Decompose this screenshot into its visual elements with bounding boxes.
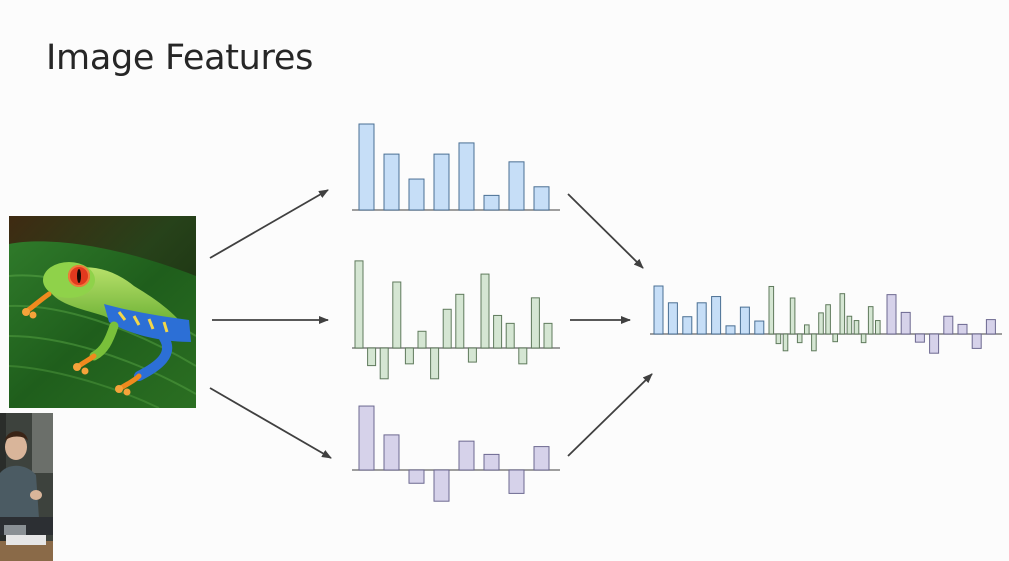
concat-part-2-bar-5 [796, 333, 803, 344]
feature-2-bar-3 [379, 347, 389, 380]
feature-2-bars [354, 260, 553, 380]
feature-3-bar-3 [408, 469, 425, 484]
feature-2-bar-8 [442, 308, 452, 349]
concat-part-3-bar-7 [971, 333, 982, 349]
feature-1-bar-2 [383, 153, 400, 211]
concat-part-3-bar-5 [943, 315, 954, 335]
concat-part-2-bar-2 [775, 333, 782, 345]
feature-1-bars [358, 123, 550, 211]
concat-part-2-bar-6 [804, 324, 810, 335]
feature-2-bar-9 [455, 293, 465, 349]
arrow-image-to-feature-3 [209, 387, 332, 459]
presenter-video [0, 413, 53, 561]
feature-2-bar-16 [543, 322, 553, 349]
feature-2-bar-11 [480, 273, 490, 349]
feature-3-bar-5 [458, 440, 475, 471]
concatenated-feature-bars [653, 285, 996, 354]
feature-1-bar-8 [533, 186, 550, 211]
concat-part-2-bar-3 [782, 333, 789, 352]
concat-part-3-bar-2 [900, 311, 911, 335]
feature-2-bar-6 [417, 330, 427, 349]
arrow-feature-3-to-concat [567, 373, 653, 457]
feature-2-bar-5 [404, 347, 414, 365]
feature-3-bar-6 [483, 453, 500, 471]
feature-3-bar-4 [433, 469, 450, 502]
concat-part-2-bar-14 [860, 333, 867, 344]
concat-part-1-bar-8 [754, 320, 765, 335]
feature-3-bar-2 [383, 434, 400, 471]
feature-1-bar-6 [483, 194, 500, 211]
feature-2-bar-14 [518, 347, 528, 365]
concat-part-1-bar-2 [667, 302, 678, 335]
concat-part-2-bar-12 [846, 315, 853, 335]
feature-1-bar-4 [433, 153, 450, 211]
feature-1-bar-1 [358, 123, 375, 211]
arrow-image-to-feature-1 [209, 189, 329, 259]
feature-3-bar-8 [533, 446, 550, 471]
feature-3-bar-1 [358, 405, 375, 471]
concat-part-1-bar-4 [696, 302, 707, 335]
concat-part-3-bar-3 [914, 333, 925, 343]
feature-1-bar-3 [408, 178, 425, 211]
concat-part-1-bar-5 [711, 296, 722, 335]
feature-3-bar-7 [508, 469, 525, 494]
frog-illustration [9, 216, 196, 408]
slide-title: Image Features [46, 38, 314, 78]
concat-part-2-bar-9 [825, 304, 831, 335]
feature-2-bar-7 [430, 347, 440, 380]
feature-3-bars [358, 405, 550, 502]
feature-2-bar-12 [493, 314, 503, 349]
concat-part-3-bar-8 [985, 319, 996, 335]
presenter-illustration [0, 413, 53, 561]
concat-part-2-bar-4 [789, 297, 796, 335]
feature-1-bar-7 [508, 161, 525, 211]
concat-part-2-bar-1 [768, 285, 775, 335]
feature-2-bar-13 [505, 322, 515, 349]
concat-part-2-bar-13 [853, 320, 860, 335]
concat-part-2-bar-15 [867, 306, 874, 335]
feature-2-bar-15 [530, 297, 540, 349]
feature-2-bar-10 [467, 347, 477, 363]
concat-part-2-bar-8 [818, 312, 824, 335]
concat-part-1-bar-7 [739, 306, 750, 335]
concat-part-1-bar-3 [682, 316, 693, 335]
feature-2-bar-4 [392, 281, 402, 349]
concat-part-3-bar-6 [957, 323, 968, 335]
feature-1-bar-5 [458, 142, 475, 211]
concat-part-2-bar-16 [875, 320, 881, 335]
concat-part-1-bar-6 [725, 325, 736, 335]
concat-part-3-bar-4 [929, 333, 940, 354]
frog-photo [9, 216, 196, 408]
concat-part-2-bar-11 [839, 293, 846, 335]
concat-part-2-bar-10 [832, 333, 839, 343]
feature-2-bar-1 [354, 260, 364, 349]
arrow-feature-1-to-concat [567, 193, 644, 269]
feature-2-bar-2 [367, 347, 377, 367]
concat-part-2-bar-7 [811, 333, 817, 352]
concat-part-1-bar-1 [653, 285, 664, 335]
concat-part-3-bar-1 [886, 294, 897, 335]
